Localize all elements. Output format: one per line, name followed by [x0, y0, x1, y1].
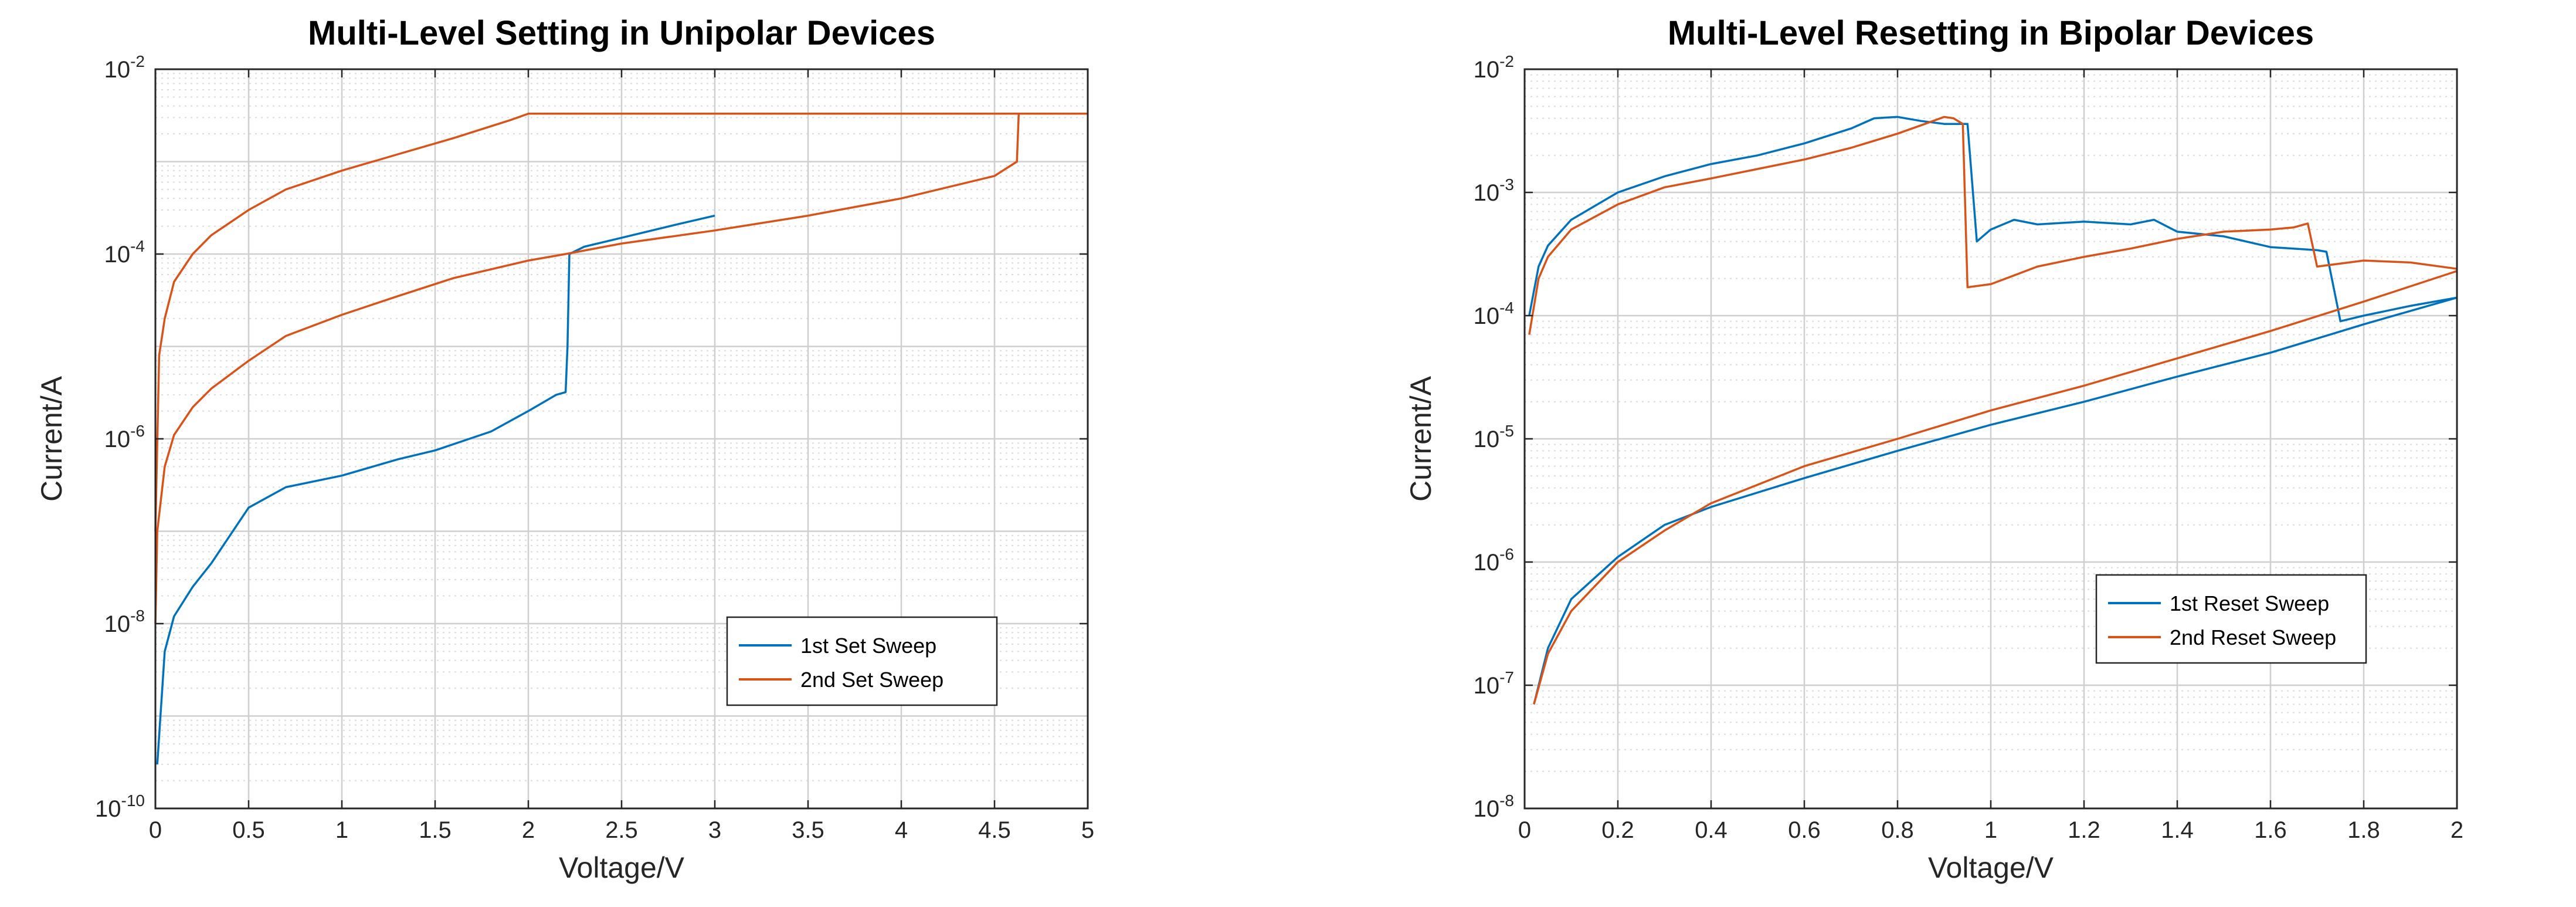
x-tick-label: 1.8: [2347, 817, 2380, 843]
y-tick-base: 10: [1474, 180, 1500, 206]
y-tick-label: 10-8: [104, 607, 145, 637]
y-tick-base: 10: [104, 242, 131, 268]
y-tick-base: 10: [1474, 427, 1500, 452]
x-tick-label: 2: [2451, 817, 2463, 843]
y-tick-base: 10: [95, 796, 121, 822]
x-tick-label: 5: [1081, 817, 1094, 843]
legend-box: [726, 616, 998, 706]
y-tick-label: 10-10: [95, 791, 145, 822]
y-tick-label: 10-5: [1474, 422, 1514, 452]
y-tick-exponent: -10: [121, 791, 145, 810]
y-tick-label: 10-6: [104, 422, 145, 452]
y-tick-label: 10-6: [1474, 545, 1514, 576]
x-tick-label: 0.4: [1695, 817, 1727, 843]
x-tick-label: 1.6: [2254, 817, 2287, 843]
x-tick-label: 4.5: [978, 817, 1011, 843]
y-tick-exponent: -6: [130, 422, 145, 440]
series-line-2-branch-2: [154, 113, 1088, 532]
y-tick-label: 10-4: [104, 237, 145, 268]
series-line-2: [1528, 116, 2458, 335]
x-tick-label: 1: [1984, 817, 1997, 843]
legend: 1st Set Sweep 2nd Set Sweep: [726, 616, 998, 706]
series-line-2: [154, 113, 1088, 624]
series-line-1: [156, 214, 715, 765]
x-tick-label: 1.4: [2161, 817, 2194, 843]
legend-label-1: 1st Reset Sweep: [2170, 591, 2329, 615]
series-group: [1528, 116, 2458, 705]
series-group: [154, 113, 1088, 765]
y-axis-label: Current/A: [1404, 375, 1437, 502]
y-tick-exponent: -4: [1499, 299, 1514, 317]
x-tick-label: 0: [1518, 817, 1531, 843]
y-tick-base: 10: [1474, 673, 1500, 699]
x-tick-label: 2.5: [605, 817, 638, 843]
y-tick-base: 10: [104, 611, 131, 637]
x-tick-label: 0: [149, 817, 162, 843]
y-tick-base: 10: [1474, 796, 1500, 822]
x-tick-label: 2: [522, 817, 535, 843]
series-line-2-branch-2: [1533, 270, 2458, 705]
y-tick-label: 10-3: [1474, 175, 1514, 206]
y-tick-exponent: -2: [130, 52, 145, 70]
y-tick-base: 10: [104, 427, 131, 452]
x-tick-label: 0.5: [232, 817, 265, 843]
chart-title: Multi-Level Setting in Unipolar Devices: [308, 14, 935, 52]
x-tick-label: 0.2: [1601, 817, 1634, 843]
y-tick-exponent: -7: [1499, 668, 1514, 686]
y-tick-exponent: -8: [130, 607, 145, 625]
y-tick-exponent: -6: [1499, 545, 1514, 563]
x-tick-label: 3: [708, 817, 721, 843]
x-tick-label: 3.5: [792, 817, 824, 843]
legend-box: [2095, 574, 2367, 664]
series-line-1: [1528, 116, 2458, 323]
chart-unipolar-set: 0 0.5 1 1.5 2 2.5 3 3.5 4 4.5 510-1010-810-610-410…: [35, 14, 1094, 884]
y-tick-label: 10-7: [1474, 668, 1514, 699]
y-tick-label: 10-8: [1474, 791, 1514, 822]
y-tick-label: 10-2: [104, 52, 145, 83]
series-line-1-branch-2: [1533, 296, 2458, 705]
legend: 1st Reset Sweep 2nd Reset Sweep: [2095, 574, 2367, 664]
y-tick-exponent: -2: [1499, 52, 1514, 70]
chart-bipolar-reset: 0 0.2 0.4 0.6 0.8 1 1.2 1.4 1.6 1.8 210-810-710-61…: [1404, 14, 2463, 884]
chart-title: Multi-Level Resetting in Bipolar Devices: [1668, 14, 2314, 52]
legend-label-2: 2nd Reset Sweep: [2170, 625, 2336, 649]
x-tick-label: 4: [895, 817, 908, 843]
legend-label-2: 2nd Set Sweep: [800, 668, 943, 692]
y-tick-base: 10: [1474, 550, 1500, 576]
y-tick-base: 10: [1474, 57, 1500, 83]
x-tick-label: 0.6: [1788, 817, 1821, 843]
y-tick-exponent: -4: [130, 237, 145, 255]
x-tick-label: 0.8: [1881, 817, 1914, 843]
x-axis-label: Voltage/V: [559, 851, 685, 884]
y-tick-base: 10: [104, 57, 131, 83]
y-tick-exponent: -5: [1499, 422, 1514, 440]
y-tick-label: 10-4: [1474, 299, 1514, 329]
y-tick-base: 10: [1474, 303, 1500, 329]
y-tick-exponent: -3: [1499, 175, 1514, 194]
x-tick-label: 1: [335, 817, 348, 843]
x-tick-label: 1.5: [419, 817, 452, 843]
x-tick-label: 1.2: [2068, 817, 2100, 843]
y-tick-label: 10-2: [1474, 52, 1514, 83]
y-axis-label: Current/A: [35, 375, 68, 502]
x-axis-label: Voltage/V: [1928, 851, 2054, 884]
legend-label-1: 1st Set Sweep: [800, 634, 936, 658]
y-tick-exponent: -8: [1499, 791, 1514, 810]
